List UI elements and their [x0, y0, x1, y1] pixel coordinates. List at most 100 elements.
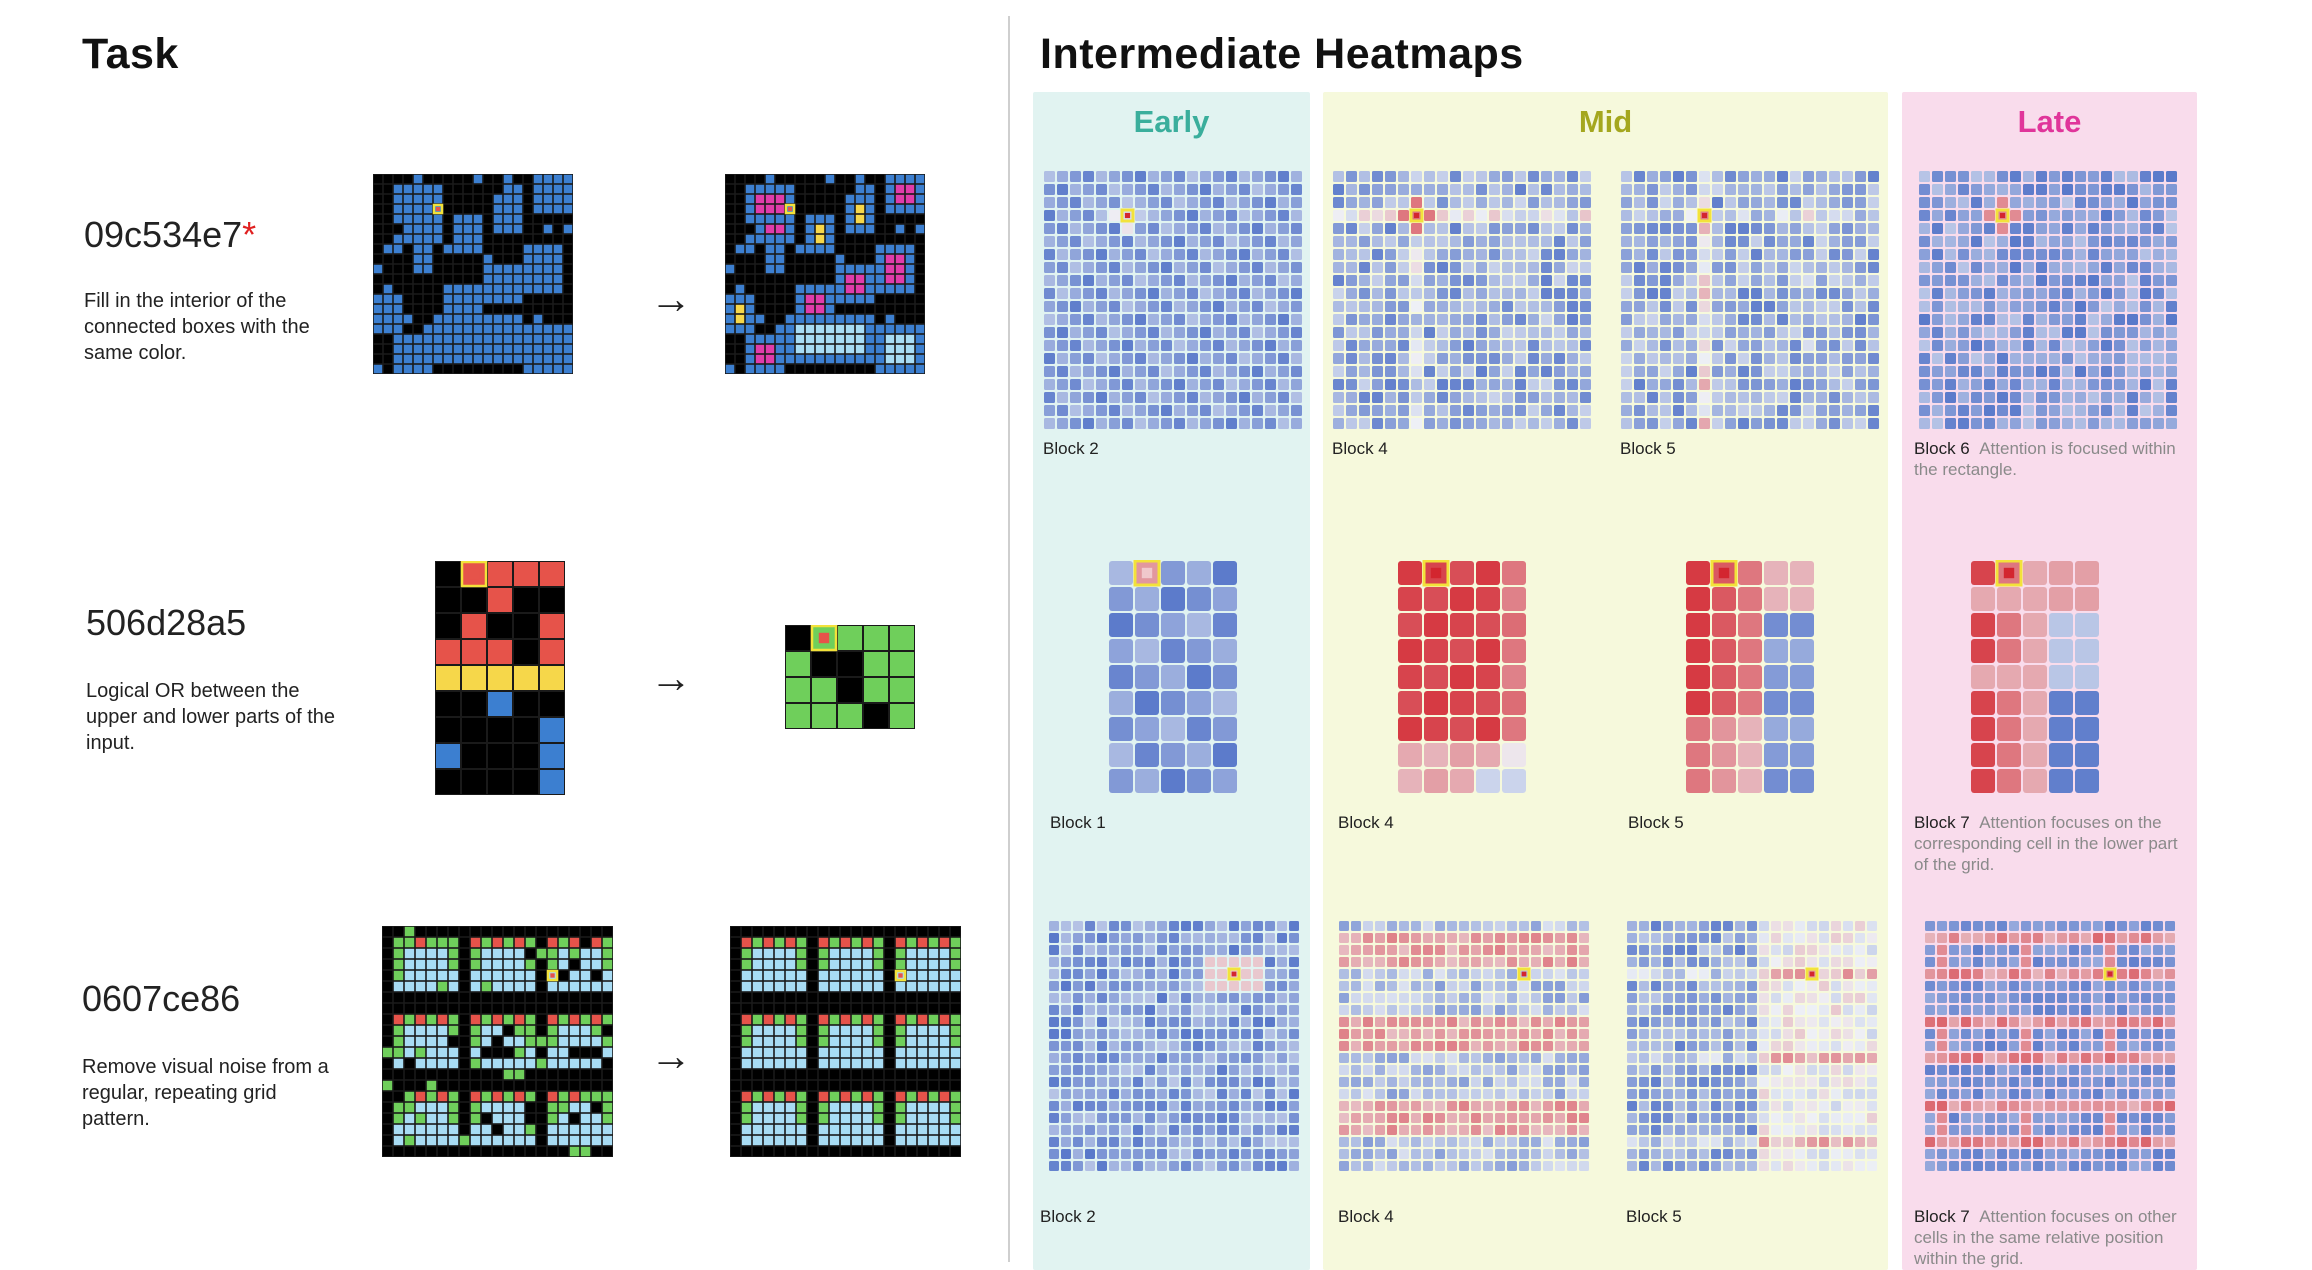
grid-cell: [448, 1146, 459, 1157]
grid-cell: [525, 1146, 536, 1157]
grid-cell: [533, 174, 543, 184]
heatmap-cell: [1647, 197, 1658, 208]
heatmap-cell: [1278, 275, 1289, 286]
heatmap-cell: [1174, 314, 1185, 325]
heatmap-cell: [1738, 561, 1762, 585]
heatmap-cell: [1829, 405, 1840, 416]
heatmap-cell: [2062, 405, 2073, 416]
grid-cell: [862, 1135, 873, 1146]
heatmap-cell: [1867, 1149, 1877, 1159]
heatmap-cell: [1528, 418, 1539, 429]
heatmap-cell: [1122, 249, 1133, 260]
grid-cell: [459, 1080, 470, 1091]
heatmap-cell: [2166, 262, 2177, 273]
heatmap-cell: [1867, 1041, 1877, 1051]
grid-cell: [774, 959, 785, 970]
grid-cell: [950, 981, 961, 992]
grid-cell: [915, 224, 925, 234]
heatmap-cell: [1161, 769, 1185, 793]
grid-cell: [840, 1102, 851, 1113]
grid-cell: [415, 1113, 426, 1124]
heatmap-cell: [1148, 210, 1159, 221]
grid-cell: [862, 1146, 873, 1157]
grid-cell: [915, 234, 925, 244]
heatmap-cell: [1541, 223, 1552, 234]
grid-cell: [580, 959, 591, 970]
heatmap-cell: [1723, 1017, 1733, 1027]
heatmap-cell: [1213, 301, 1224, 312]
grid-cell: [815, 234, 825, 244]
grid-cell: [851, 1036, 862, 1047]
grid-cell: [796, 970, 807, 981]
heatmap-cell: [1803, 340, 1814, 351]
grid-cell: [917, 1146, 928, 1157]
grid-cell: [862, 948, 873, 959]
grid-cell: [403, 324, 413, 334]
grid-cell: [774, 1069, 785, 1080]
heatmap-cell: [1543, 981, 1553, 991]
heatmap-cell: [1205, 969, 1215, 979]
grid-cell: [423, 184, 433, 194]
heatmap-cell: [1725, 327, 1736, 338]
heatmap-cell: [1554, 366, 1565, 377]
grid-cell: [513, 194, 523, 204]
grid-cell: [875, 354, 885, 364]
heatmap-cell: [1483, 1005, 1493, 1015]
heatmap-cell: [2023, 639, 2047, 663]
heatmap-cell: [1121, 1101, 1131, 1111]
grid-cell: [895, 314, 905, 324]
heatmap-cell: [1169, 921, 1179, 931]
grid-cell: [862, 970, 873, 981]
heatmap-cell: [1122, 288, 1133, 299]
heatmap-cell: [1121, 1065, 1131, 1075]
grid-cell: [413, 174, 423, 184]
heatmap-cell: [1764, 236, 1775, 247]
heatmap-cell: [1795, 993, 1805, 1003]
heatmap-cell: [2075, 691, 2099, 715]
grid-cell: [917, 1036, 928, 1047]
heatmap-cell: [1229, 1065, 1239, 1075]
heatmap-cell: [1375, 993, 1385, 1003]
grid-cell: [543, 364, 553, 374]
heatmap-cell: [1339, 969, 1349, 979]
heatmap-cell: [1541, 366, 1552, 377]
grid-cell: [763, 1124, 774, 1135]
heatmap-cell: [2010, 353, 2021, 364]
heatmap-cell: [1277, 945, 1287, 955]
grid-cell: [835, 174, 845, 184]
heatmap-cell: [1699, 1017, 1709, 1027]
heatmap-cell: [1790, 743, 1814, 767]
heatmap-cell: [1712, 210, 1723, 221]
heatmap-cell: [1471, 993, 1481, 1003]
heatmap-cell: [1515, 418, 1526, 429]
heatmap-cell: [1181, 1125, 1191, 1135]
grid-cell: [730, 1135, 741, 1146]
heatmap-cell: [1771, 921, 1781, 931]
task-description-3: Remove visual noise from a regular, repe…: [82, 1056, 329, 1130]
heatmap-cell: [1495, 969, 1505, 979]
grid-cell: [815, 364, 825, 374]
heatmap-cell: [1169, 1149, 1179, 1159]
heatmap-cell: [1686, 275, 1697, 286]
grid-cell: [448, 1113, 459, 1124]
grid-cell: [558, 981, 569, 992]
heatmap-cell: [1634, 392, 1645, 403]
heatmap-cell: [1984, 392, 1995, 403]
heatmap-cell: [1554, 262, 1565, 273]
heatmap-cell: [2088, 327, 2099, 338]
heatmap-cell: [1145, 1149, 1155, 1159]
heatmap-cell: [1083, 275, 1094, 286]
heatmap-cell: [1855, 1125, 1865, 1135]
heatmap-cell: [1174, 379, 1185, 390]
heatmap-cell: [1971, 743, 1995, 767]
heatmap-cell: [1174, 184, 1185, 195]
heatmap-cell: [1459, 1125, 1469, 1135]
grid-cell: [745, 214, 755, 224]
heatmap-cell: [1385, 288, 1396, 299]
heatmap-cell: [1109, 1053, 1119, 1063]
grid-cell: [514, 718, 538, 742]
heatmap-cell: [1252, 418, 1263, 429]
heatmap-cell: [1725, 275, 1736, 286]
heatmap-cell: [1712, 405, 1723, 416]
grid-cell: [838, 652, 862, 676]
